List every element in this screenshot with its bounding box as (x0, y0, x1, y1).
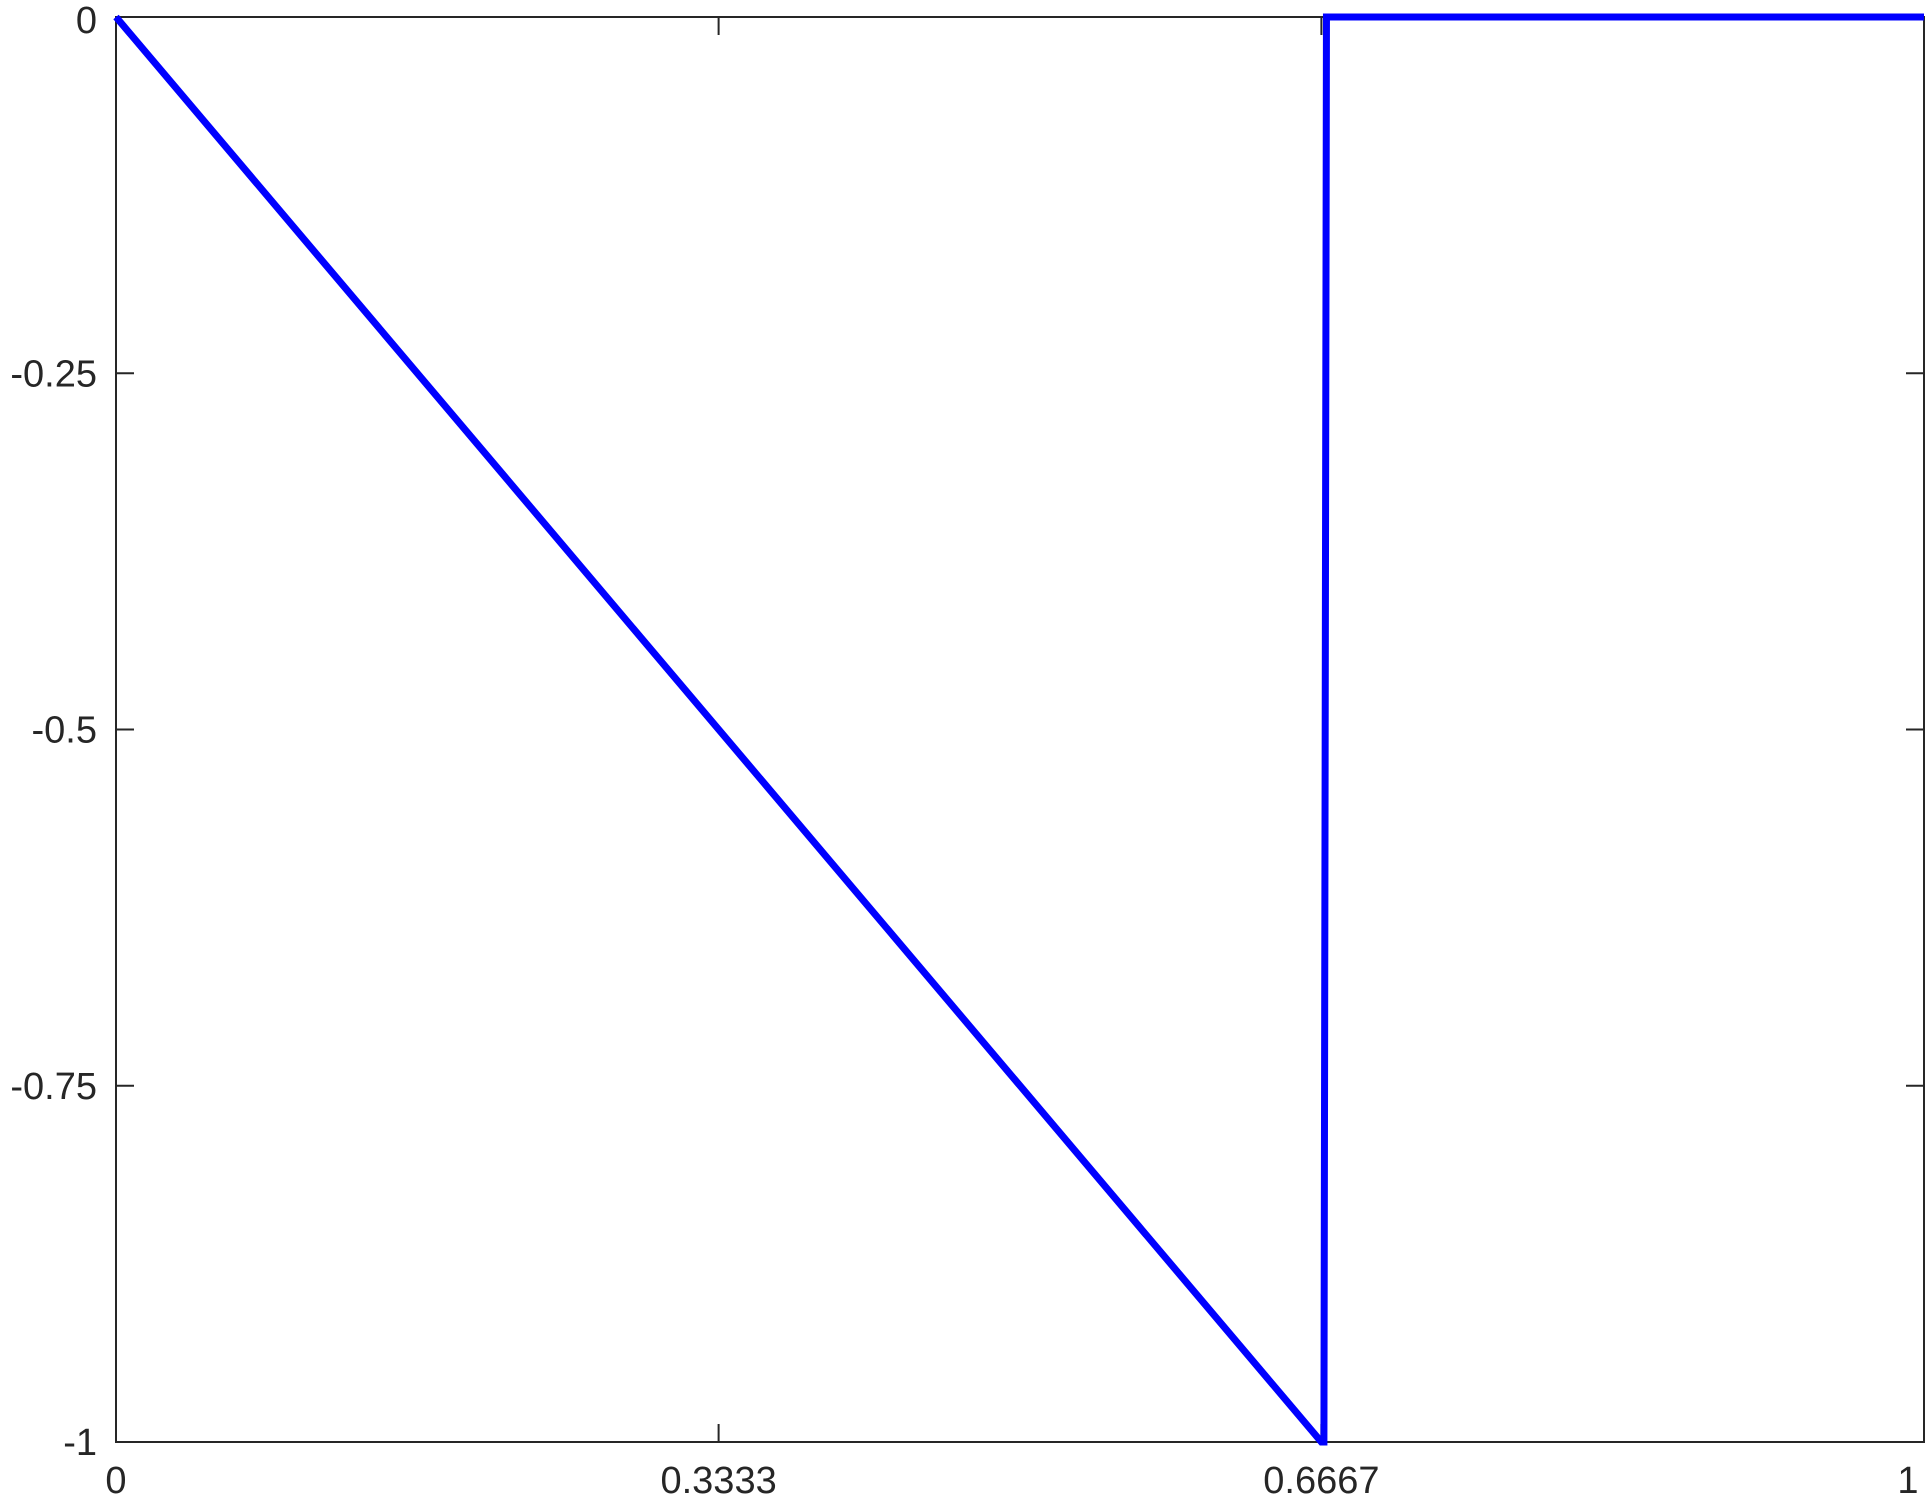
x-tick-label: 1 (1897, 1460, 1918, 1502)
x-axis-tick-labels: 0 0.3333 0.6667 1 (105, 1460, 1918, 1502)
y-tick-label: -0.75 (10, 1066, 97, 1108)
y-axis-ticks (116, 16, 1924, 1443)
y-axis-tick-labels: 0 -0.25 -0.5 -0.75 -1 (10, 0, 97, 1464)
series-line-1 (113, 13, 1924, 1446)
series-layer (113, 13, 1924, 1446)
y-tick-label: -0.25 (10, 353, 97, 395)
x-tick-label: 0 (105, 1460, 126, 1502)
y-tick-label: -1 (63, 1422, 97, 1464)
plot-area (115, 16, 1925, 1443)
y-tick-label: -0.5 (32, 710, 97, 752)
x-tick-label: 0.6667 (1263, 1460, 1379, 1502)
x-tick-label: 0.3333 (660, 1460, 776, 1502)
axes-box (115, 16, 1925, 1443)
x-axis-ticks (115, 17, 1925, 1442)
y-tick-label: 0 (76, 0, 97, 42)
